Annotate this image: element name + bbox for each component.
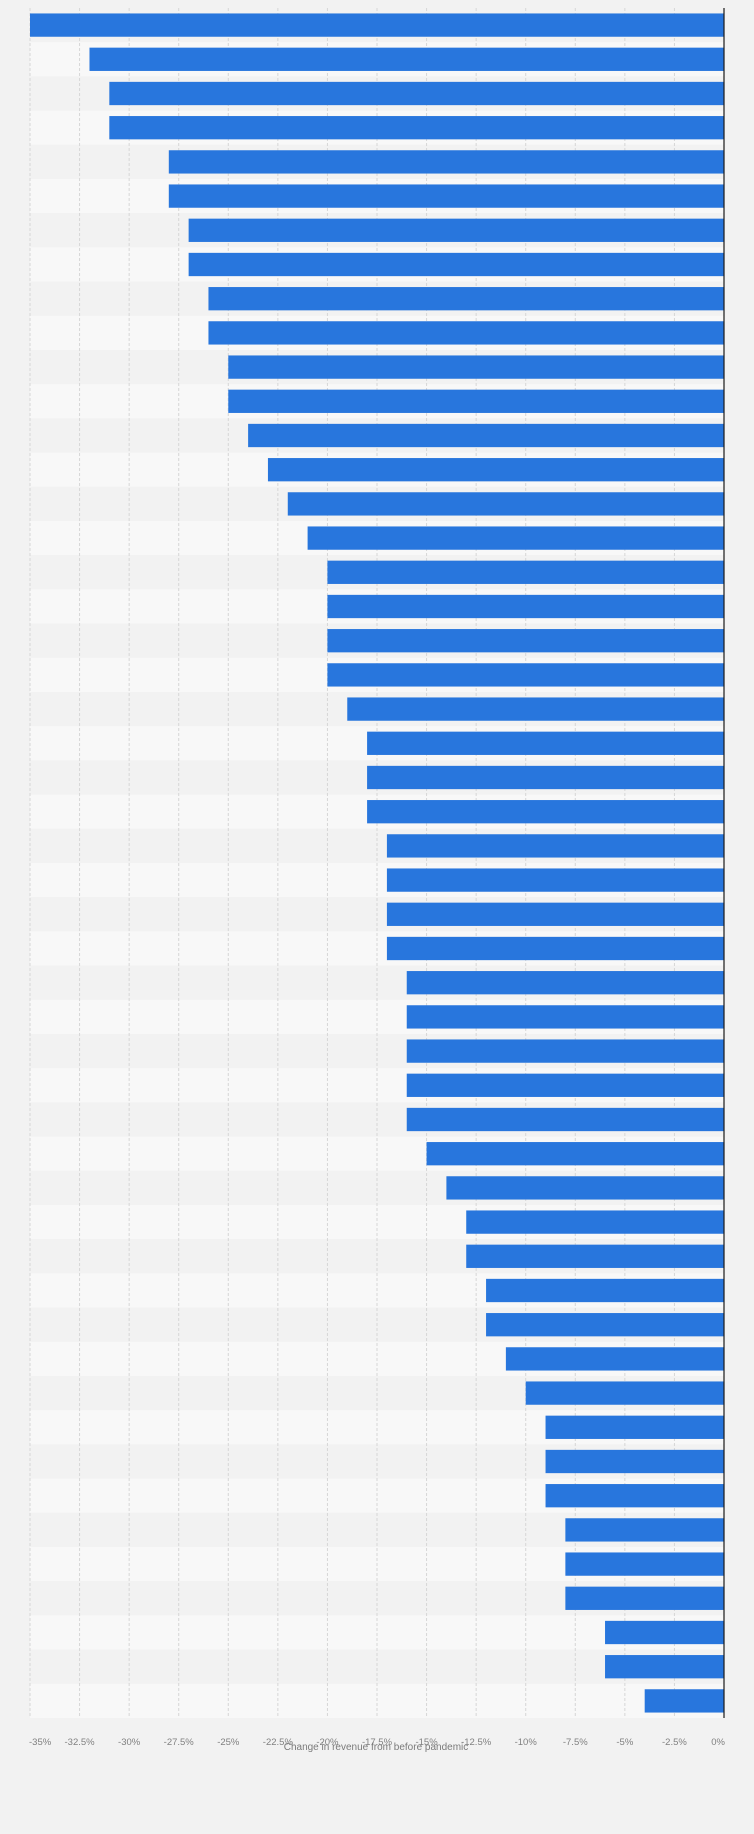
x-tick-label: -5% — [616, 1737, 633, 1748]
bar — [367, 800, 724, 824]
bar — [545, 1449, 724, 1474]
x-tick-label: -17.5% — [362, 1737, 393, 1748]
bar — [406, 1107, 724, 1132]
bar — [466, 1244, 724, 1268]
bar — [406, 1005, 724, 1029]
bar — [30, 13, 724, 37]
bar — [386, 902, 724, 926]
bar — [605, 1620, 724, 1645]
bar — [228, 389, 725, 413]
bar — [565, 1552, 724, 1576]
bar — [386, 834, 724, 858]
bar — [168, 184, 725, 208]
x-tick-label: -2.5% — [662, 1737, 687, 1748]
bar — [208, 321, 724, 345]
bar — [486, 1313, 724, 1337]
bar — [188, 252, 725, 277]
bar — [327, 560, 724, 584]
bar — [109, 116, 725, 140]
bar — [188, 218, 725, 242]
bar — [486, 1278, 724, 1303]
bar — [505, 1347, 724, 1371]
bar — [545, 1484, 724, 1508]
bar — [644, 1689, 724, 1713]
bar — [406, 1039, 724, 1063]
bar — [367, 765, 724, 790]
bar — [287, 492, 724, 516]
bar — [525, 1381, 724, 1405]
bar — [605, 1655, 724, 1679]
x-tick-label: -30% — [118, 1737, 141, 1748]
bars — [30, 13, 725, 1713]
x-tick-label: 0% — [711, 1737, 725, 1748]
bar — [386, 868, 724, 892]
bar — [565, 1518, 724, 1542]
bar — [347, 697, 724, 721]
bar — [327, 594, 724, 619]
bar — [228, 355, 725, 379]
bar — [406, 971, 724, 995]
x-tick-labels: -35% -32.5% -30% -27.5% -25% -22.5% -20% -17.5%… — [29, 1737, 726, 1748]
bar — [248, 423, 724, 448]
x-tick-label: -27.5% — [164, 1737, 195, 1748]
bar — [446, 1176, 724, 1200]
x-tick-label: -32.5% — [65, 1737, 96, 1748]
bar — [267, 458, 724, 482]
x-tick-label: -25% — [217, 1737, 240, 1748]
bar — [89, 47, 724, 71]
x-axis-title: Change in revenue from before pandemic — [284, 1742, 469, 1753]
bar — [367, 731, 724, 755]
bar — [406, 1073, 724, 1097]
x-tick-label: -7.5% — [563, 1737, 588, 1748]
bar — [307, 526, 724, 550]
bar — [109, 81, 725, 106]
x-tick-label: -22.5% — [263, 1737, 294, 1748]
bar — [386, 936, 724, 961]
bar — [466, 1210, 724, 1234]
bar — [168, 150, 725, 174]
x-tick-label: -10% — [515, 1737, 538, 1748]
bar — [545, 1415, 724, 1439]
bar — [426, 1142, 724, 1166]
bar — [327, 663, 724, 687]
x-tick-label: -12.5% — [461, 1737, 492, 1748]
bar — [565, 1586, 724, 1610]
bar — [327, 629, 724, 653]
x-tick-label: -20% — [316, 1737, 339, 1748]
bar — [208, 287, 724, 311]
x-tick-label: -15% — [415, 1737, 438, 1748]
x-tick-label: -35% — [29, 1737, 52, 1748]
